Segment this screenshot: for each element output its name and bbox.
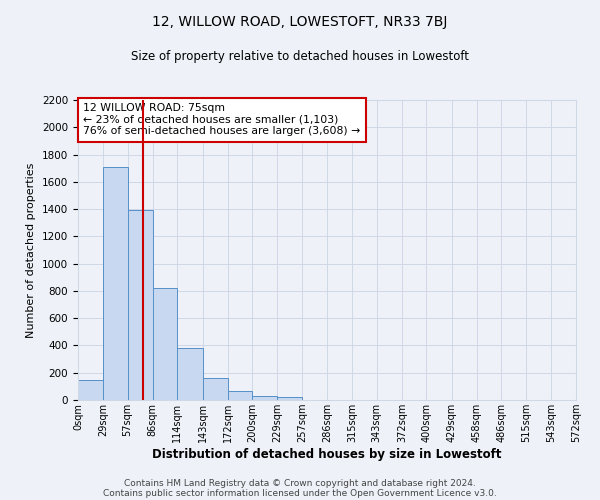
Text: 12 WILLOW ROAD: 75sqm
← 23% of detached houses are smaller (1,103)
76% of semi-d: 12 WILLOW ROAD: 75sqm ← 23% of detached … <box>83 103 360 136</box>
Bar <box>203 378 228 400</box>
Bar <box>153 288 177 400</box>
Text: Contains HM Land Registry data © Crown copyright and database right 2024.: Contains HM Land Registry data © Crown c… <box>124 478 476 488</box>
Text: Size of property relative to detached houses in Lowestoft: Size of property relative to detached ho… <box>131 50 469 63</box>
Text: 12, WILLOW ROAD, LOWESTOFT, NR33 7BJ: 12, WILLOW ROAD, LOWESTOFT, NR33 7BJ <box>152 15 448 29</box>
Bar <box>128 210 153 400</box>
Bar <box>228 391 252 400</box>
Bar <box>252 396 277 400</box>
Bar <box>103 167 128 400</box>
Y-axis label: Number of detached properties: Number of detached properties <box>26 162 37 338</box>
X-axis label: Distribution of detached houses by size in Lowestoft: Distribution of detached houses by size … <box>152 448 502 461</box>
Bar <box>277 398 302 400</box>
Bar <box>177 348 203 400</box>
Text: Contains public sector information licensed under the Open Government Licence v3: Contains public sector information licen… <box>103 488 497 498</box>
Bar <box>78 380 103 400</box>
